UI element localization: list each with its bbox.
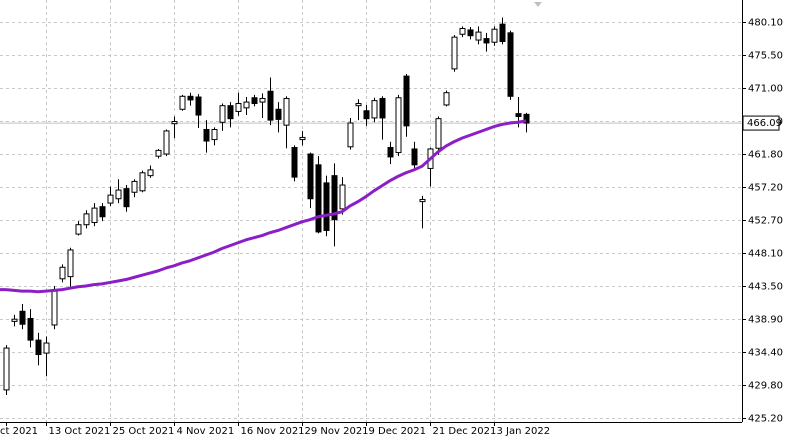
- candle-body: [443, 92, 450, 106]
- candle-body: [11, 318, 18, 322]
- candle-body: [75, 224, 82, 235]
- candle-body: [211, 128, 218, 141]
- candle-body: [435, 118, 442, 149]
- x-tick-label: 3 Jan 2022: [497, 426, 551, 437]
- candle-body: [123, 188, 130, 208]
- candle-body: [371, 100, 378, 119]
- candle-body: [291, 147, 298, 178]
- y-tick-label: 448.10: [748, 249, 783, 260]
- candle-body: [99, 206, 106, 218]
- candle-body: [235, 103, 242, 112]
- y-tick-label: 480.10: [748, 18, 783, 29]
- candle-body: [227, 105, 234, 120]
- x-tick-label: 25 Oct 2021: [113, 426, 175, 437]
- y-tick-label: 457.20: [748, 183, 783, 194]
- y-tick-label: 443.50: [748, 282, 783, 293]
- candle-body: [163, 130, 170, 155]
- plot: [0, 17, 742, 395]
- y-tick-label: 434.40: [748, 348, 783, 359]
- x-tick-label: 4 Nov 2021: [177, 426, 235, 437]
- candle-body: [203, 128, 210, 142]
- candle-body: [499, 23, 506, 42]
- candle-body: [19, 310, 26, 325]
- candle-body: [387, 147, 394, 158]
- x-tick-label: 13 Oct 2021: [49, 426, 111, 437]
- candle-body: [299, 136, 306, 141]
- candle-body: [219, 105, 226, 123]
- candle-body: [147, 169, 154, 177]
- candle-body: [403, 75, 410, 127]
- candle-body: [315, 164, 322, 233]
- candle-body: [59, 266, 66, 280]
- last-price-box: [742, 115, 780, 131]
- x-tick-label: 9 Dec 2021: [369, 426, 427, 437]
- candle-body: [419, 198, 426, 203]
- last-price-label: 466.09: [747, 118, 782, 129]
- candle-body: [195, 96, 202, 116]
- x-tick-label: ct 2021: [0, 426, 38, 437]
- axes: 480.10475.50471.00466.40461.80457.20452.…: [0, 18, 783, 438]
- candle-body: [267, 90, 274, 121]
- candle-body: [107, 194, 114, 204]
- y-tick-label: 461.80: [748, 150, 783, 161]
- candle-body: [259, 97, 266, 103]
- candle-body: [27, 317, 34, 341]
- candle-body: [83, 213, 90, 226]
- y-tick-label: 471.00: [748, 84, 783, 95]
- candle-body: [411, 148, 418, 166]
- candle-body: [67, 249, 74, 278]
- grid: [0, 0, 742, 422]
- candle-body: [35, 339, 42, 356]
- candle-body: [3, 347, 10, 391]
- candle-body: [251, 97, 258, 105]
- candle-body: [515, 113, 522, 118]
- x-tick-label: 16 Nov 2021: [241, 426, 305, 437]
- candle-body: [491, 28, 498, 43]
- candle-body: [507, 32, 514, 97]
- candle-body: [131, 180, 138, 193]
- candle-body: [331, 175, 338, 221]
- candle-body: [187, 95, 194, 101]
- candle-body: [379, 97, 386, 119]
- candle-body: [43, 342, 50, 354]
- candle-body: [523, 113, 530, 124]
- x-tick-label: 29 Nov 2021: [305, 426, 369, 437]
- y-tick-label: 452.70: [748, 216, 783, 227]
- candle-body: [339, 184, 346, 210]
- candle-body: [347, 122, 354, 148]
- candle-body: [395, 97, 402, 154]
- candle-body: [51, 290, 58, 326]
- candle-body: [275, 108, 282, 120]
- candle-body: [91, 207, 98, 224]
- y-tick-label: 438.90: [748, 315, 783, 326]
- candle-body: [179, 95, 186, 110]
- candle-body: [283, 97, 290, 126]
- shift-marker: [534, 2, 542, 7]
- candle-body: [467, 29, 474, 37]
- candle-body: [155, 149, 162, 157]
- candle-body: [139, 172, 146, 192]
- candle-body: [115, 189, 122, 200]
- moving-average: [5, 119, 527, 294]
- x-tick-label: 21 Dec 2021: [433, 426, 497, 437]
- candle-body: [323, 182, 330, 231]
- candle-body: [243, 101, 250, 109]
- candle-body: [459, 27, 466, 35]
- candle-body: [483, 38, 490, 44]
- y-tick-label: 425.20: [748, 414, 783, 425]
- candle-body: [451, 36, 458, 70]
- y-tick-label: 475.50: [748, 51, 783, 62]
- candle-body: [171, 121, 178, 125]
- candle-body: [363, 110, 370, 120]
- candle-body: [475, 31, 482, 41]
- y-tick-label: 429.80: [748, 381, 783, 392]
- candle-body: [355, 103, 362, 107]
- candle-body: [307, 153, 314, 200]
